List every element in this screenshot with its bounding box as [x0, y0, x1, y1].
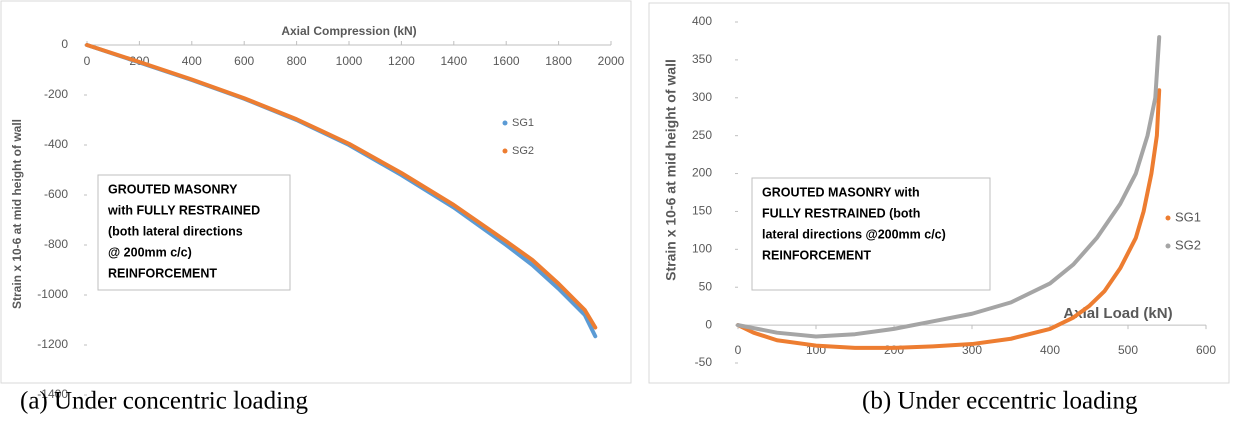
legend-marker	[502, 120, 508, 126]
x-tick-label: 1800	[545, 54, 572, 68]
x-tick-label: 300	[962, 343, 982, 357]
legend-label: SG1	[512, 117, 534, 129]
frame-b	[648, 2, 1230, 384]
y-tick-label: -1200	[37, 337, 68, 351]
annotation-text: REINFORCEMENT	[108, 266, 217, 280]
y-tick-label: -1400	[37, 387, 68, 401]
x-tick-label: 1000	[336, 54, 363, 68]
x-axis-label: Axial Load (kN)	[1063, 305, 1172, 322]
series-line	[736, 35, 1162, 339]
annotation-text: (both lateral directions	[108, 224, 243, 238]
x-tick-label: 600	[1196, 343, 1216, 357]
y-tick-label: 150	[692, 204, 712, 218]
legend-label: SG2	[1175, 237, 1201, 252]
legend-marker	[1165, 243, 1171, 249]
x-tick-label: 0	[84, 54, 91, 68]
legend-label: SG2	[512, 145, 534, 157]
x-tick-label: 500	[1118, 343, 1138, 357]
x-tick-label: 1400	[440, 54, 467, 68]
y-tick-label: 0	[705, 317, 712, 331]
y-tick-label: -800	[44, 237, 68, 251]
y-tick-label: -600	[44, 187, 68, 201]
x-axis-label: Axial Compression (kN)	[281, 24, 416, 38]
legend-label: SG1	[1175, 209, 1201, 224]
x-tick-label: 400	[1040, 343, 1060, 357]
annotation-text: GROUTED MASONRY with	[762, 185, 920, 199]
y-tick-label: -200	[44, 87, 68, 101]
annotation-text: GROUTED MASONRY	[108, 182, 238, 196]
x-tick-label: 800	[287, 54, 307, 68]
annotation-text: @ 200mm c/c)	[108, 245, 192, 259]
annotation-box	[97, 174, 291, 291]
y-tick-label: -1000	[37, 287, 68, 301]
series-line	[736, 88, 1162, 350]
y-axis-label: Strain x 10-6 at mid height of wall	[10, 119, 24, 309]
y-axis-label: Strain x 10-6 at mid height of wall	[663, 59, 679, 281]
annotation-text: REINFORCEMENT	[762, 248, 871, 262]
y-tick-label: 400	[692, 14, 712, 28]
annotation-text: lateral directions @200mm c/c)	[762, 227, 946, 241]
y-tick-label: 300	[692, 90, 712, 104]
y-tick-label: 200	[692, 166, 712, 180]
legend-marker	[1165, 215, 1171, 221]
x-tick-label: 1600	[493, 54, 520, 68]
x-tick-label: 2000	[598, 54, 625, 68]
y-tick-label: 250	[692, 128, 712, 142]
caption: (a) Under concentric loading	[20, 388, 309, 415]
y-tick-label: 50	[699, 279, 713, 293]
y-tick-label: -400	[44, 137, 68, 151]
annotation-text: FULLY RESTRAINED (both	[762, 206, 920, 220]
series-line	[85, 43, 598, 330]
annotation-text: with FULLY RESTRAINED	[107, 203, 260, 217]
x-tick-label: 0	[735, 343, 742, 357]
x-tick-label: 600	[234, 54, 254, 68]
y-tick-label: 100	[692, 242, 712, 256]
legend-marker	[502, 148, 508, 154]
x-tick-label: 200	[884, 343, 904, 357]
caption: (b) Under eccentric loading	[862, 388, 1138, 415]
y-tick-label: 350	[692, 52, 712, 66]
x-tick-label: 1200	[388, 54, 415, 68]
y-tick-label: -50	[695, 355, 713, 369]
y-tick-label: 0	[61, 37, 68, 51]
annotation-box	[751, 177, 991, 291]
frame-a	[0, 0, 632, 384]
x-tick-label: 400	[182, 54, 202, 68]
